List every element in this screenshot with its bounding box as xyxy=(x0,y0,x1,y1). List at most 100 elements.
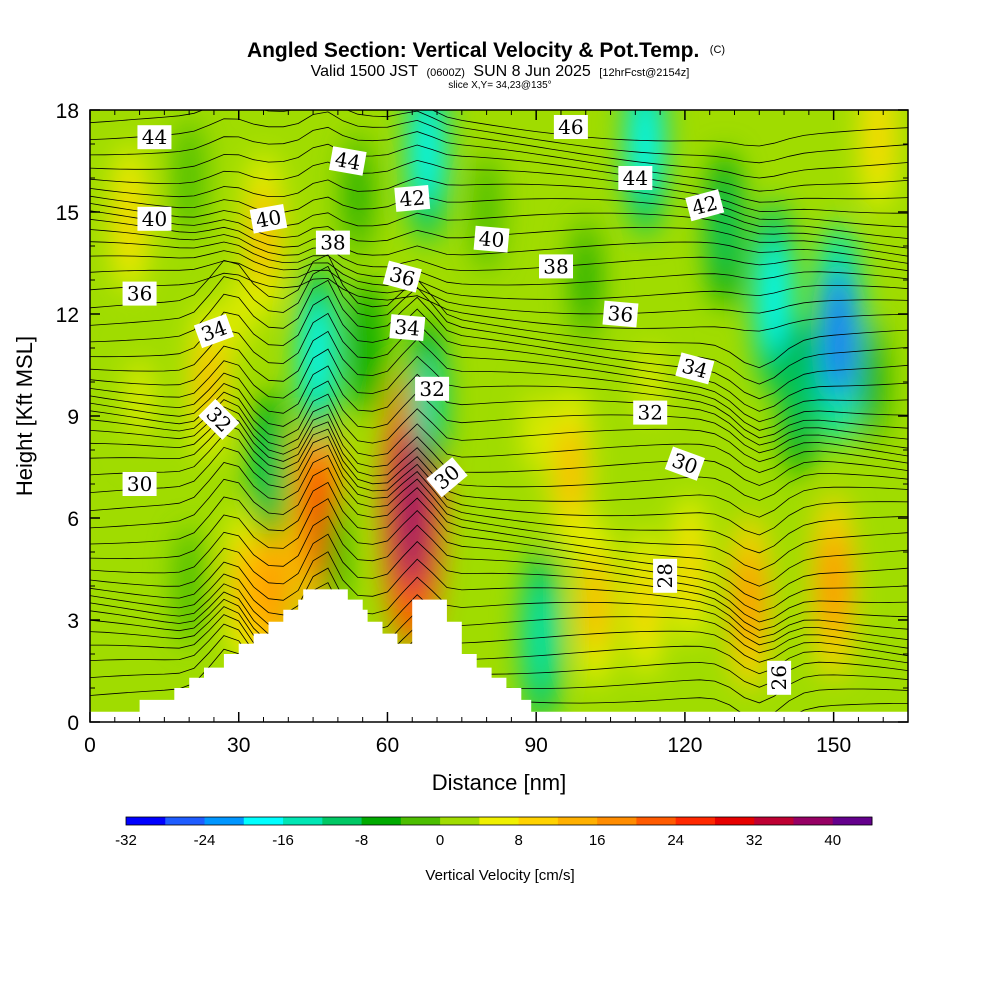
isentrope-line xyxy=(90,229,908,272)
colorbar-tick-label: 24 xyxy=(667,832,684,849)
colorbar-tick-label: -24 xyxy=(194,832,216,849)
isentrope-line xyxy=(90,295,908,412)
y-tick-label: 3 xyxy=(67,610,79,633)
velocity-cell xyxy=(821,530,847,642)
slice-text: slice X,Y= 34,23@135° xyxy=(448,80,551,91)
colorbar-swatch xyxy=(204,817,245,825)
colorbar-swatch xyxy=(479,817,520,825)
y-tick-label: 15 xyxy=(56,202,79,225)
colorbar-tick-label: 32 xyxy=(746,832,763,849)
isentrope-line xyxy=(90,265,908,385)
isentrope-line xyxy=(90,551,908,639)
velocity-cell xyxy=(761,239,788,355)
isentrope-line xyxy=(90,515,908,623)
velocity-cell xyxy=(529,584,554,690)
isentrope-label: 38 xyxy=(315,230,350,255)
velocity-cell xyxy=(526,394,546,472)
velocity-cell xyxy=(119,174,141,263)
colorbar-tick-label: 16 xyxy=(589,832,606,849)
velocity-cell xyxy=(584,553,608,653)
isentrope-line xyxy=(90,582,908,654)
colorbar-swatch xyxy=(126,817,166,825)
velocity-cell xyxy=(130,360,150,438)
svg-text:38: 38 xyxy=(320,231,345,255)
y-axis-label: Height [Kft MSL] xyxy=(12,336,37,496)
isentrope-lines xyxy=(90,110,908,722)
isentrope-label: 32 xyxy=(415,376,450,401)
colorbar-tick-label: 40 xyxy=(824,832,841,849)
colorbar-swatch xyxy=(714,817,755,825)
isentrope-line xyxy=(90,406,908,486)
isentrope-line xyxy=(90,241,908,286)
colorbar-swatch xyxy=(283,817,323,825)
colorbar-swatch xyxy=(361,817,402,825)
x-tick-label: 90 xyxy=(525,734,548,757)
terrain xyxy=(90,589,908,722)
isentrope-label: 34 xyxy=(389,314,426,342)
chart-title: Angled Section: Vertical Velocity & Pot.… xyxy=(247,39,725,62)
isentrope-line xyxy=(90,203,908,249)
colorbar-swatch xyxy=(165,817,206,825)
isentrope-line xyxy=(90,260,908,315)
colorbar-tick-label: -32 xyxy=(115,832,137,849)
isentrope-line xyxy=(90,159,908,214)
isentrope-label: 42 xyxy=(394,184,431,212)
velocity-cell xyxy=(414,110,440,206)
velocity-cell xyxy=(323,513,343,591)
isentrope-line xyxy=(90,365,908,446)
colorbar-title: Vertical Velocity [cm/s] xyxy=(425,867,574,884)
isentrope-label: 30 xyxy=(122,472,157,496)
svg-text:40: 40 xyxy=(478,226,505,252)
isentrope-line xyxy=(90,218,908,264)
isentrope-label: 44 xyxy=(137,125,172,150)
isentrope-line xyxy=(90,454,908,571)
isentrope-line xyxy=(90,591,908,663)
svg-text:42: 42 xyxy=(399,185,426,211)
isentrope-label: 36 xyxy=(122,281,157,306)
isentrope-line xyxy=(90,533,908,631)
svg-text:36: 36 xyxy=(607,301,634,327)
velocity-cell xyxy=(180,550,199,622)
isentrope-line xyxy=(90,444,908,554)
svg-text:44: 44 xyxy=(142,125,167,149)
y-tick-label: 0 xyxy=(67,712,79,735)
isentrope-line xyxy=(90,272,908,332)
isentrope-label: 26 xyxy=(767,660,792,695)
svg-text:32: 32 xyxy=(419,377,444,401)
svg-text:40: 40 xyxy=(142,207,167,231)
isentrope-line xyxy=(90,498,908,613)
velocity-cell xyxy=(867,110,889,182)
x-tick-label: 150 xyxy=(816,734,851,757)
isentrope-label: 38 xyxy=(539,254,574,279)
isentrope-line xyxy=(90,176,908,228)
svg-text:38: 38 xyxy=(543,254,568,278)
isentrope-label: 40 xyxy=(249,204,288,234)
colorbar-tick-label: -16 xyxy=(272,832,294,849)
svg-text:44: 44 xyxy=(333,147,362,175)
svg-text:30: 30 xyxy=(127,472,152,496)
svg-text:32: 32 xyxy=(637,401,662,425)
isentrope-line xyxy=(90,348,908,439)
isentrope-line xyxy=(90,110,908,164)
colorbar-swatch xyxy=(400,817,441,825)
velocity-cell xyxy=(737,550,762,656)
velocity-cell xyxy=(863,343,883,421)
svg-text:40: 40 xyxy=(254,205,283,233)
isentrope-line xyxy=(90,330,908,431)
isentrope-line xyxy=(90,481,908,601)
colorbar-swatch xyxy=(322,817,363,825)
svg-text:26: 26 xyxy=(767,665,791,690)
colorbar: -32 -24 -16 -8 0 8 16 24 32 40 xyxy=(115,816,873,849)
y-tick-label: 6 xyxy=(67,508,79,531)
x-tick-label: 60 xyxy=(376,734,399,757)
colorbar-swatch xyxy=(597,817,637,825)
x-tick-label: 120 xyxy=(667,734,702,757)
x-tick-label: 0 xyxy=(84,734,96,757)
colorbar-swatch xyxy=(832,817,873,825)
colorbar-swatch xyxy=(636,817,677,825)
velocity-cell xyxy=(260,537,286,648)
isentrope-line xyxy=(90,380,908,454)
isentrope-line xyxy=(90,143,908,203)
colorbar-swatch xyxy=(754,817,794,825)
